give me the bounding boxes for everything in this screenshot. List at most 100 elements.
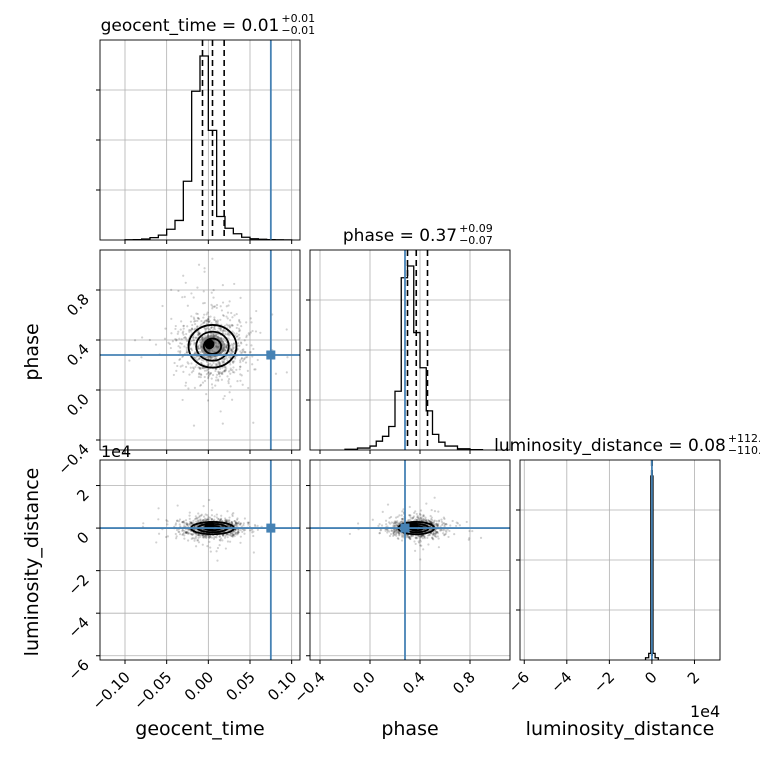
scatter-point (177, 345, 180, 348)
scatter-point (210, 383, 214, 386)
scatter-point (198, 367, 202, 371)
scatter-point (239, 529, 242, 532)
scatter-point (217, 518, 220, 521)
scatter-point (400, 539, 404, 542)
scatter-point (432, 532, 435, 535)
scatter-point (220, 372, 223, 375)
scatter-point (395, 531, 398, 534)
scatter-point (197, 541, 201, 544)
scatter-point (449, 524, 452, 527)
scatter-point (424, 519, 428, 523)
scatter-point (231, 398, 234, 401)
scatter-point (193, 539, 196, 542)
scatter-point (197, 317, 200, 320)
scatter-point (378, 531, 381, 535)
scatter-point (421, 517, 424, 520)
scatter-point (191, 521, 194, 524)
scatter-point (386, 528, 389, 531)
scatter-point (230, 521, 234, 524)
scatter-point (214, 535, 217, 539)
scatter-point (232, 533, 235, 537)
scatter-point (225, 345, 228, 349)
scatter-point (197, 366, 200, 369)
scatter-point (227, 529, 230, 532)
scatter-point (207, 318, 210, 321)
scatter-point (208, 540, 211, 543)
scatter-point (207, 320, 211, 323)
scatter-point (166, 520, 169, 523)
scatter-point (405, 534, 408, 537)
scatter-point (204, 518, 207, 521)
scatter-point (217, 327, 220, 330)
scatter-point (181, 520, 184, 523)
scatter-point (429, 520, 432, 523)
scatter-point (234, 531, 237, 534)
scatter-point (202, 519, 205, 522)
scatter-point (234, 521, 237, 525)
scatter-point (176, 504, 179, 507)
scatter-point (183, 537, 186, 540)
x-axis-label-phase: phase (381, 718, 438, 740)
scatter-point (224, 332, 227, 336)
scatter-point (434, 534, 437, 537)
scatter-point (248, 333, 251, 336)
scatter-point (243, 351, 247, 354)
scatter-point (207, 535, 210, 538)
scatter-point (232, 534, 235, 537)
scatter-point (189, 532, 193, 535)
scatter-point (218, 535, 221, 538)
scatter-point (169, 346, 172, 350)
scatter-point (422, 513, 425, 517)
contour-phase_vs_geocent_time (187, 324, 238, 369)
scatter-point (193, 343, 196, 346)
scatter-point (219, 328, 222, 331)
scatter-point (377, 524, 380, 528)
scatter-point (393, 524, 396, 528)
scatter-point (431, 521, 434, 525)
scatter-point (197, 347, 201, 350)
scatter-point (231, 360, 235, 363)
scatter-point (239, 379, 242, 382)
scatter-point (465, 520, 468, 524)
scatter-point (229, 344, 232, 347)
scatter-point (408, 536, 411, 539)
scatter-point (392, 521, 395, 524)
scatter-point (188, 511, 191, 514)
scatter-point (199, 384, 202, 387)
scatter-point (188, 514, 191, 517)
scatter-point (226, 533, 229, 536)
scatter-point (206, 514, 209, 517)
scatter-point (188, 373, 191, 376)
scatter-point (173, 361, 176, 365)
scatter-point (201, 336, 204, 339)
scatter-point (226, 375, 229, 378)
scatter-point (429, 520, 432, 524)
scatter-point (230, 348, 233, 351)
scatter-point (418, 541, 421, 544)
scatter-point (231, 532, 234, 535)
scatter-point (256, 524, 259, 527)
scatter-point (420, 544, 423, 547)
scatter-point (237, 529, 240, 533)
scatter-point (397, 530, 400, 533)
scatter-point (188, 520, 192, 523)
scatter-point (192, 519, 195, 522)
scatter-point (436, 524, 440, 527)
scatter-point (244, 528, 247, 531)
scatter-point (230, 521, 233, 524)
scatter-point (184, 336, 187, 340)
scatter-point (232, 346, 235, 350)
scatter-point (182, 324, 185, 328)
scatter-point (215, 306, 218, 309)
scatter-point (233, 535, 236, 538)
scatter-point (196, 346, 200, 350)
scatter-point (428, 533, 431, 537)
x-tick-label-luminosity_distance: −4 (547, 668, 575, 696)
scatter-point (239, 373, 242, 376)
scatter-point (213, 518, 216, 521)
scatter-point (254, 525, 257, 528)
scatter-point (224, 368, 227, 372)
scatter-point (170, 288, 173, 291)
scatter-point (216, 322, 219, 325)
